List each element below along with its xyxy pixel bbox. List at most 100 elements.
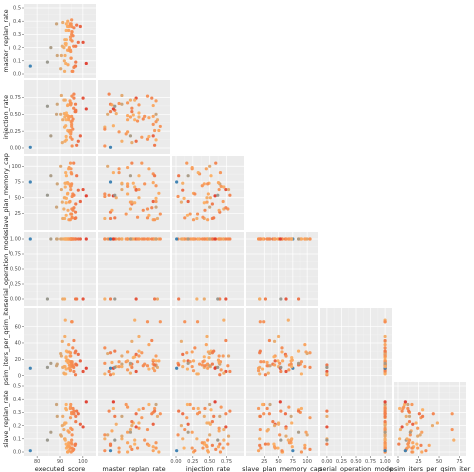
data-point <box>147 367 151 371</box>
data-point <box>117 450 121 454</box>
data-point <box>66 19 70 23</box>
data-point <box>128 237 133 241</box>
y-tick-label: 0.25 <box>10 129 21 135</box>
data-point <box>141 237 145 241</box>
data-point <box>84 366 88 370</box>
x-tick-label: 50 <box>436 459 442 465</box>
data-point <box>135 446 140 450</box>
data-point <box>113 216 117 220</box>
panel-psim_iters_per_qsim_iter-vs-executed_score <box>24 308 96 382</box>
data-point <box>69 426 73 430</box>
x-tick-label: 0.25 <box>336 459 347 465</box>
data-point <box>186 199 190 204</box>
data-point <box>75 23 79 27</box>
y-tick-label: 0.50 <box>10 112 21 118</box>
data-point <box>427 443 431 447</box>
data-point <box>143 438 147 442</box>
data-point <box>153 218 157 222</box>
data-point <box>221 446 225 450</box>
data-point <box>185 367 190 371</box>
data-point <box>202 182 206 186</box>
data-point <box>70 124 74 129</box>
data-point <box>111 372 115 376</box>
data-point <box>117 101 121 106</box>
data-point <box>418 433 422 437</box>
data-point <box>400 425 404 429</box>
data-point <box>408 433 412 437</box>
data-point <box>110 208 114 212</box>
data-point <box>405 437 409 441</box>
data-point <box>103 449 107 453</box>
y-tick-label: 40 <box>15 341 21 347</box>
data-point <box>28 64 32 68</box>
y-tick-label: 50 <box>15 195 21 201</box>
data-point <box>84 237 88 241</box>
data-point <box>404 414 408 418</box>
data-point <box>78 359 82 363</box>
data-point <box>133 185 137 189</box>
data-point <box>424 449 428 453</box>
data-point <box>405 422 409 426</box>
data-point <box>279 297 283 301</box>
data-point <box>103 346 107 350</box>
data-point <box>128 115 133 119</box>
data-point <box>258 297 262 301</box>
data-point <box>226 354 231 358</box>
data-point <box>383 361 387 365</box>
data-point <box>153 128 157 133</box>
data-point <box>120 362 124 366</box>
data-point <box>224 297 228 301</box>
data-point <box>204 342 208 347</box>
data-point <box>287 441 292 445</box>
data-point <box>228 409 232 413</box>
data-point <box>134 352 138 356</box>
data-point <box>70 320 74 324</box>
data-point <box>103 297 107 301</box>
data-point <box>407 441 411 445</box>
panel-slave_replan_rate-vs-master_replan_rate <box>98 382 170 456</box>
data-point <box>279 409 283 413</box>
data-point <box>177 174 181 178</box>
data-point <box>59 354 63 358</box>
data-point <box>59 351 63 356</box>
data-point <box>435 421 439 425</box>
data-point <box>151 358 155 362</box>
x-tick-label: 90 <box>57 459 63 465</box>
data-point <box>64 372 68 376</box>
data-point <box>216 438 220 442</box>
data-point <box>103 192 107 196</box>
y-tick-label: 0.2 <box>13 423 21 429</box>
data-point <box>325 363 329 367</box>
data-point <box>210 362 214 366</box>
data-point <box>216 445 221 449</box>
data-point <box>54 237 59 241</box>
data-point <box>276 446 280 450</box>
data-point <box>258 427 262 432</box>
data-point <box>383 430 387 434</box>
x-axis-title: injection_rate <box>186 465 230 472</box>
data-point <box>222 438 226 442</box>
data-point <box>151 422 155 426</box>
data-point <box>224 338 228 343</box>
data-point <box>103 372 107 376</box>
data-point <box>408 430 412 434</box>
data-point <box>151 103 155 108</box>
data-point <box>114 196 118 200</box>
data-point <box>70 137 74 141</box>
data-point <box>299 372 304 376</box>
data-point <box>145 320 150 324</box>
data-point <box>203 364 207 368</box>
data-point <box>208 422 212 426</box>
data-point <box>103 144 107 148</box>
data-point <box>134 297 138 301</box>
data-point <box>176 194 180 199</box>
data-point <box>265 360 269 365</box>
data-point <box>218 170 223 175</box>
data-point <box>258 320 262 324</box>
data-point <box>63 53 67 58</box>
data-point <box>420 450 424 454</box>
data-point <box>284 354 288 358</box>
